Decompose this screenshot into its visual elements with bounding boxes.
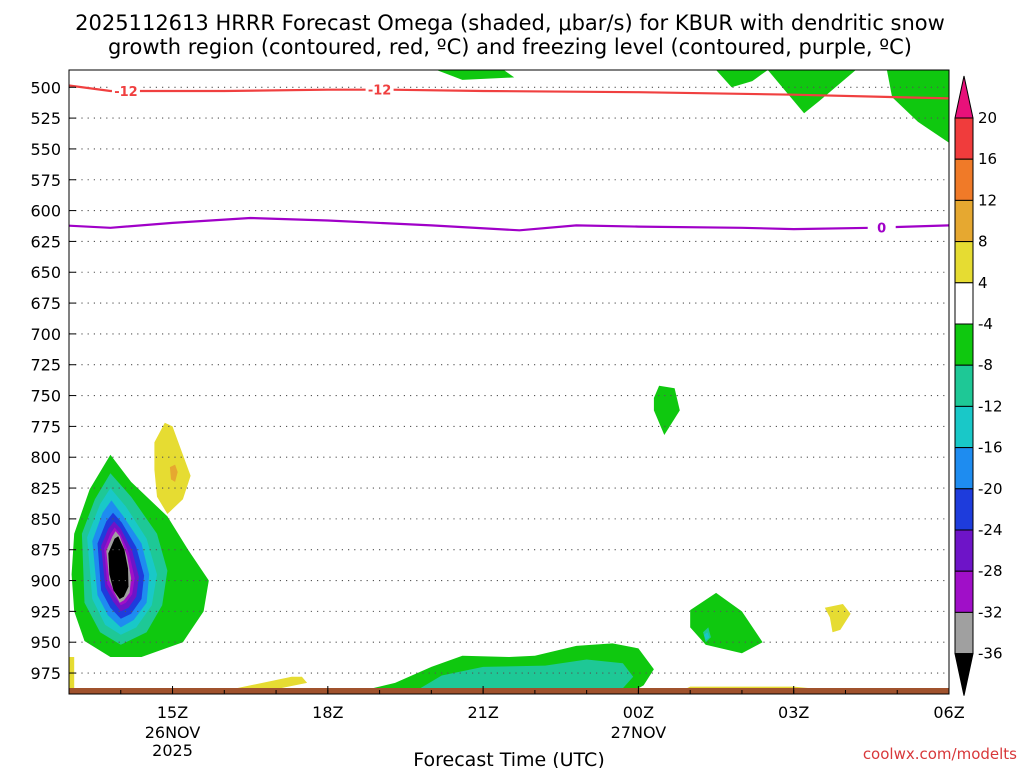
- colorbar-label-7: -12: [978, 397, 1003, 415]
- y-tick-label-750: 750: [30, 387, 61, 406]
- colorbar-swatch-8: [954, 405, 974, 449]
- colorbar-label-10: -24: [978, 521, 1003, 539]
- colorbar-label-4: 4: [978, 274, 988, 292]
- colorbar-label-2: 12: [978, 191, 997, 209]
- colorbar-label-8: -16: [978, 439, 1003, 457]
- x-tick-date-3: 27NOV: [611, 723, 667, 742]
- x-tick-label-1: 18Z: [312, 703, 343, 722]
- colorbar-swatch-12: [954, 570, 974, 613]
- colorbar-label-3: 8: [978, 233, 988, 251]
- y-tick-label-925: 925: [30, 602, 61, 621]
- y-tick-label-775: 775: [30, 417, 61, 436]
- y-tick-label-550: 550: [30, 140, 61, 159]
- colorbar-swatch-1: [954, 117, 974, 160]
- contour-label-0-0: -12: [114, 85, 138, 100]
- y-tick-label-725: 725: [30, 356, 61, 375]
- omega-region-3: [886, 70, 949, 143]
- y-tick-label-850: 850: [30, 510, 61, 529]
- y-tick-label-700: 700: [30, 325, 61, 344]
- contour-label-bg-0-0: [111, 82, 140, 98]
- colorbar-label-9: -20: [978, 480, 1003, 498]
- omega-region-12: [704, 632, 710, 640]
- omega-region-4: [653, 385, 680, 435]
- y-tick-label-875: 875: [30, 541, 61, 560]
- credit-text: coolwx.com/modelts: [863, 745, 1017, 763]
- omega-region-0: [436, 70, 515, 80]
- omega-region-18: [108, 536, 129, 599]
- contour-line-1: [69, 216, 949, 232]
- plot-frame: [68, 69, 950, 695]
- colorbar-swatch-11: [954, 529, 974, 572]
- colorbar-swatch-3: [954, 199, 974, 243]
- omega-region-2: [767, 70, 856, 114]
- colorbar-label-5: -4: [978, 315, 993, 333]
- colorbar-label-12: -32: [978, 603, 1003, 621]
- ground-surface-bar: [69, 688, 949, 694]
- y-tick-label-675: 675: [30, 294, 61, 313]
- y-tick-label-825: 825: [30, 479, 61, 498]
- x-tick-label-3: 00Z: [623, 703, 654, 722]
- colorbar-label-13: -36: [978, 645, 1003, 663]
- colorbar-label-0: 20: [978, 109, 997, 127]
- y-tick-label-525: 525: [30, 109, 61, 128]
- omega-region-21: [69, 657, 75, 694]
- colorbar-swatch-7: [954, 364, 974, 407]
- contour-label-bg-1-0: [867, 219, 896, 235]
- omega-shaded-regions: [69, 70, 949, 694]
- contour-label-bg-0-1: [365, 81, 394, 97]
- colorbar-swatch-4: [954, 241, 974, 284]
- contour-label-0-1: -12: [368, 84, 392, 99]
- colorbar-swatch-under: [954, 653, 974, 696]
- x-tick-date-0: 26NOV: [145, 723, 201, 742]
- omega-region-24: [169, 464, 178, 482]
- chart-title-line-1: 2025112613 HRRR Forecast Omega (shaded, …: [75, 11, 945, 35]
- temperature-contours: -12 -12 0: [69, 81, 949, 237]
- y-tick-label-500: 500: [30, 78, 61, 97]
- x-axis-title: Forecast Time (UTC): [413, 749, 604, 768]
- y-tick-label-800: 800: [30, 448, 61, 467]
- contour-label-1-0: 0: [877, 222, 886, 237]
- colorbar-label-1: 16: [978, 150, 997, 168]
- x-tick-label-5: 06Z: [933, 703, 964, 722]
- colorbar-swatch-2: [954, 158, 974, 201]
- colorbar-swatch-13: [954, 611, 974, 655]
- y-tick-label-625: 625: [30, 232, 61, 251]
- colorbar-label-6: -8: [978, 356, 993, 374]
- omega-region-9: [410, 659, 634, 694]
- y-tick-label-950: 950: [30, 633, 61, 652]
- y-tick-label-900: 900: [30, 572, 61, 591]
- y-tick-label-600: 600: [30, 202, 61, 221]
- y-tick-label-575: 575: [30, 171, 61, 190]
- omega-region-1: [716, 70, 768, 88]
- x-tick-year-0: 2025: [152, 741, 193, 760]
- colorbar-swatch-5: [954, 282, 974, 325]
- colorbar-swatch-9: [954, 447, 974, 490]
- y-axis: 500 525 550 575 600 625 650 675 700 725 750 775 800 8…: [30, 78, 76, 683]
- colorbar-swatch-10: [954, 488, 974, 531]
- x-tick-label-4: 03Z: [778, 703, 809, 722]
- y-tick-label-975: 975: [30, 664, 61, 683]
- x-tick-label-2: 21Z: [467, 703, 498, 722]
- chart-title-line-2: growth region (contoured, red, ºC) and f…: [108, 35, 912, 59]
- y-tick-label-650: 650: [30, 263, 61, 282]
- colorbar-legend: 20 16 12 8 4 -4 -8 -12 -16 -20 -24 -28 -32 -36: [954, 75, 1003, 696]
- colorbar-swatch-6: [954, 323, 974, 366]
- x-tick-label-0: 15Z: [157, 703, 188, 722]
- colorbar-label-11: -28: [978, 562, 1003, 580]
